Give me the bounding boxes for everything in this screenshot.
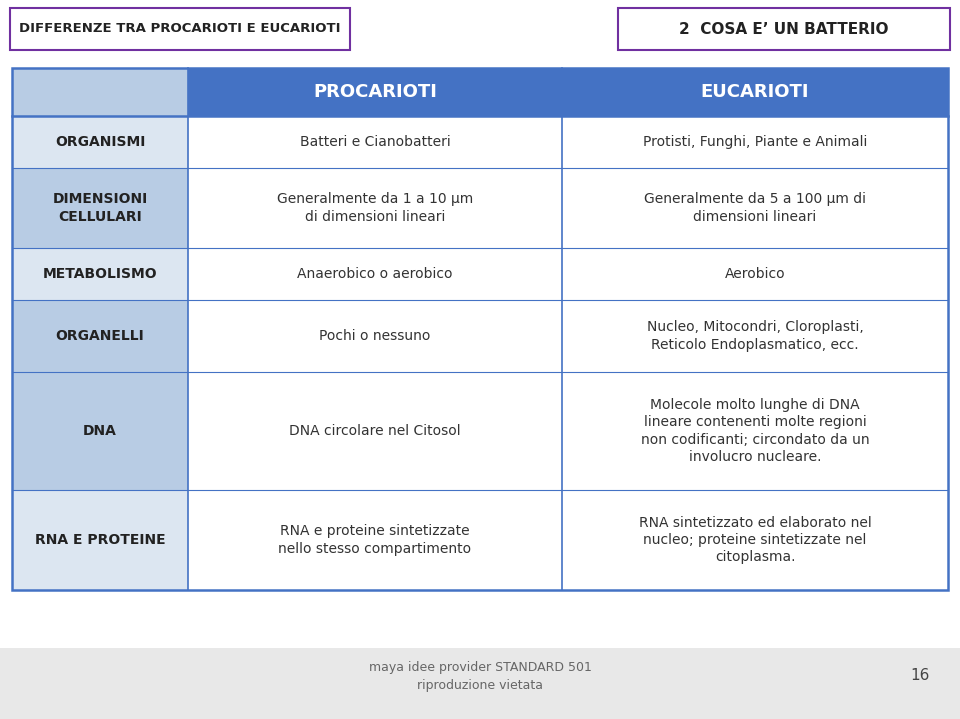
Text: Molecole molto lunghe di DNA
lineare contenenti molte regioni
non codificanti; c: Molecole molto lunghe di DNA lineare con… [640, 398, 870, 464]
Text: Pochi o nessuno: Pochi o nessuno [320, 329, 431, 343]
Text: Aerobico: Aerobico [725, 267, 785, 281]
Bar [188, 372, 562, 490]
Text: RNA e proteine sintetizzate
nello stesso compartimento: RNA e proteine sintetizzate nello stesso… [278, 524, 471, 556]
Text: ORGANISMI: ORGANISMI [55, 135, 145, 149]
Text: maya idee provider STANDARD 501
riproduzione vietata: maya idee provider STANDARD 501 riproduz… [369, 661, 591, 692]
Text: DIMENSIONI
CELLULARI: DIMENSIONI CELLULARI [53, 193, 148, 224]
Bar [12, 372, 188, 490]
Text: Batteri e Cianobatteri: Batteri e Cianobatteri [300, 135, 450, 149]
Bar [12, 248, 188, 300]
Bar [562, 372, 948, 490]
Bar [188, 168, 562, 248]
Bar [188, 116, 562, 168]
Bar [12, 68, 188, 116]
Text: 16: 16 [910, 669, 929, 684]
Text: Protisti, Funghi, Piante e Animali: Protisti, Funghi, Piante e Animali [643, 135, 867, 149]
Text: Nucleo, Mitocondri, Cloroplasti,
Reticolo Endoplasmatico, ecc.: Nucleo, Mitocondri, Cloroplasti, Reticol… [647, 321, 863, 352]
Bar [562, 248, 948, 300]
Text: EUCARIOTI: EUCARIOTI [701, 83, 809, 101]
Bar [12, 490, 188, 590]
Text: Generalmente da 5 a 100 μm di
dimensioni lineari: Generalmente da 5 a 100 μm di dimensioni… [644, 193, 866, 224]
Bar [562, 116, 948, 168]
Bar [562, 168, 948, 248]
Text: ORGANELLI: ORGANELLI [56, 329, 144, 343]
Bar [10, 8, 350, 50]
Text: Generalmente da 1 a 10 μm
di dimensioni lineari: Generalmente da 1 a 10 μm di dimensioni … [276, 193, 473, 224]
Text: 2  COSA E’ UN BATTERIO: 2 COSA E’ UN BATTERIO [680, 22, 889, 37]
Bar [188, 490, 562, 590]
Bar [562, 300, 948, 372]
Text: DNA circolare nel Citosol: DNA circolare nel Citosol [289, 424, 461, 438]
Bar [12, 116, 188, 168]
Bar [188, 300, 562, 372]
Bar [562, 68, 948, 116]
Bar [618, 8, 950, 50]
Bar [12, 300, 188, 372]
Text: DIFFERENZE TRA PROCARIOTI E EUCARIOTI: DIFFERENZE TRA PROCARIOTI E EUCARIOTI [19, 22, 341, 35]
Text: RNA E PROTEINE: RNA E PROTEINE [35, 533, 165, 547]
Text: PROCARIOTI: PROCARIOTI [313, 83, 437, 101]
Bar [0, 648, 960, 719]
Bar [12, 68, 948, 590]
Bar [562, 490, 948, 590]
Text: METABOLISMO: METABOLISMO [42, 267, 157, 281]
Bar [188, 248, 562, 300]
Text: RNA sintetizzato ed elaborato nel
nucleo; proteine sintetizzate nel
citoplasma.: RNA sintetizzato ed elaborato nel nucleo… [638, 516, 872, 564]
Bar [188, 68, 562, 116]
Text: Anaerobico o aerobico: Anaerobico o aerobico [298, 267, 453, 281]
Text: DNA: DNA [84, 424, 117, 438]
Bar [12, 168, 188, 248]
